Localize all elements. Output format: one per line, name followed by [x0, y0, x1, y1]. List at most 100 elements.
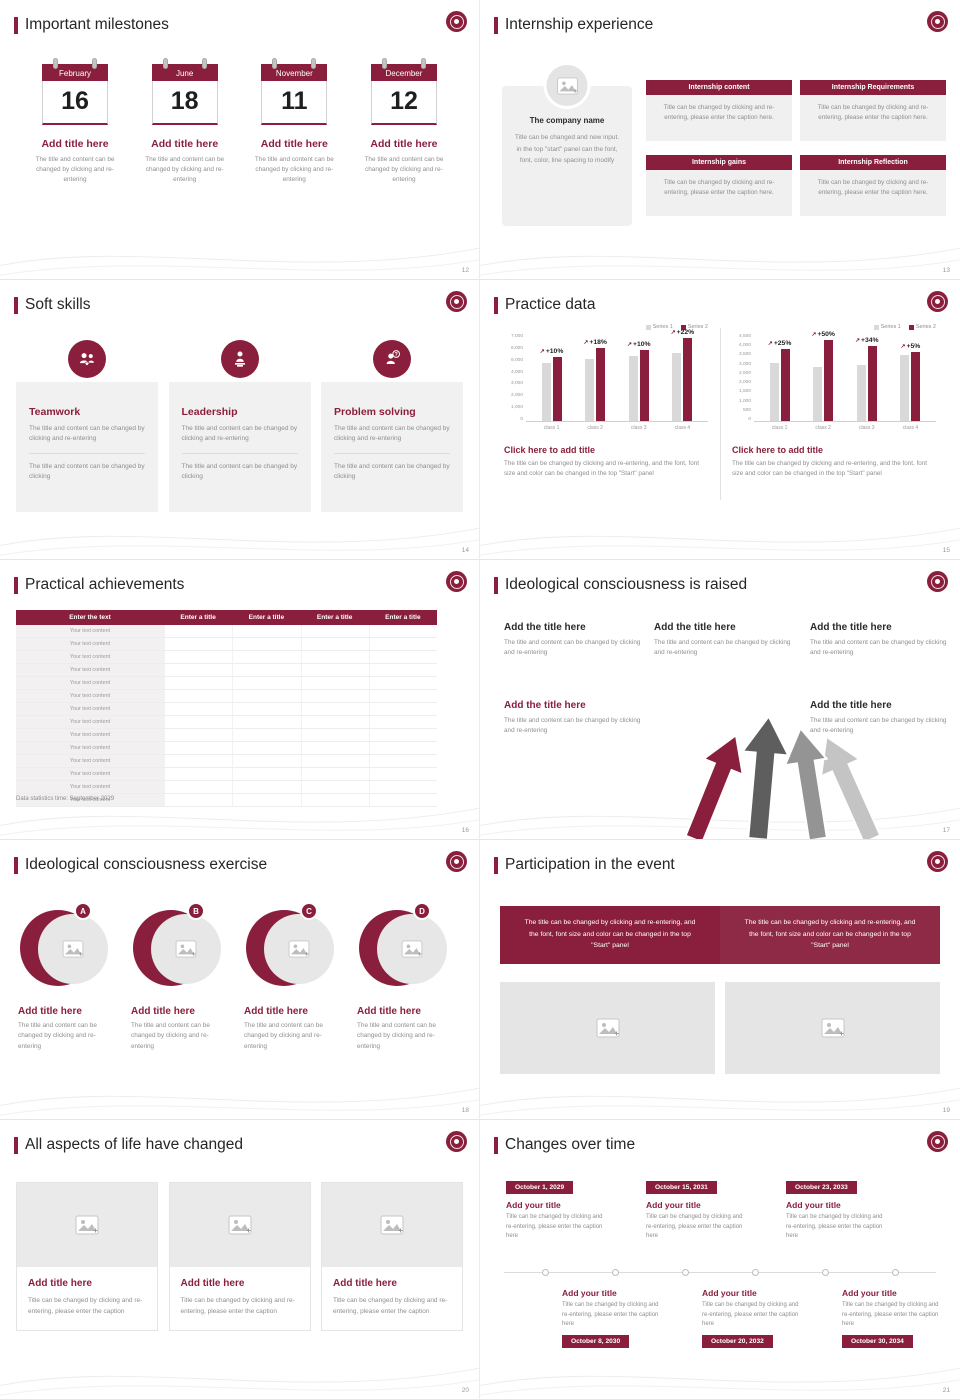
growth-arrow-icon: ↗ [626, 341, 632, 348]
logo-ring [449, 854, 464, 869]
table-cell [368, 781, 437, 794]
card-caption: Title can be changed by clicking and re-… [333, 1297, 448, 1316]
chart-caption: The title can be changed by clicking and… [732, 460, 927, 478]
ring-clip [381, 58, 387, 69]
image-circle[interactable] [264, 914, 334, 984]
photo-placeholder[interactable] [725, 982, 940, 1074]
timeline-event: Add your title Title can be changed by c… [562, 1288, 688, 1348]
calendar-day: 11 [261, 81, 328, 125]
exercise-row: A Add title here The title and content c… [18, 902, 461, 1052]
table-cell [368, 651, 437, 664]
skill-card-leadership: Leadership The title and content can be … [168, 340, 311, 512]
bar-series-2 [824, 339, 834, 421]
date-badge: October 20, 2032 [702, 1334, 773, 1348]
timeline-event: October 15, 2031 Add your title Title ca… [646, 1176, 772, 1242]
growth-label: ↗+22% [670, 328, 695, 336]
wave-decoration [480, 1087, 960, 1116]
calendar-icon: February 16 [42, 58, 108, 125]
chart-plot-area: ↗+10% class 1 ↗+18% class 2 ↗+10% class 3 ↗+22… [526, 329, 708, 431]
table-cell [164, 729, 233, 742]
slide-life-changed[interactable]: All aspects of life have changed Add tit… [0, 1120, 480, 1400]
x-tick-label: class 4 [674, 425, 691, 431]
teamwork-icon [68, 340, 106, 378]
table-cell [300, 755, 369, 768]
logo-ring [449, 574, 464, 589]
table-cell [300, 677, 369, 690]
image-placeholder[interactable] [17, 1183, 157, 1267]
skills-row: Teamwork The title and content can be ch… [16, 340, 463, 512]
table-cell [300, 625, 369, 638]
chart-cta[interactable]: Click here to add title [504, 445, 596, 455]
table-row: Your text content [16, 690, 437, 703]
slide-practical-achievements[interactable]: Practical achievements Enter the text En… [0, 560, 480, 840]
image-circle[interactable] [151, 914, 221, 984]
calendar-month: June [151, 64, 218, 81]
slide-soft-skills[interactable]: Soft skills Teamwork The title and conte… [0, 280, 480, 560]
skill-title: Problem solving [334, 406, 416, 418]
chart-plot: 4,500 4,000 3,500 3,000 2,500 2,000 1,500 1,000… [732, 331, 936, 433]
image-placeholder-icon [62, 940, 84, 958]
logo-ring [449, 14, 464, 29]
block-caption: The title and content can be changed by … [810, 717, 947, 735]
timeline-dot [612, 1269, 619, 1276]
slide-participation[interactable]: Participation in the event The title can… [480, 840, 960, 1120]
image-placeholder-icon [75, 1215, 99, 1235]
growth-label: ↗+25% [767, 339, 792, 347]
table-cell [300, 638, 369, 651]
table-cell [368, 755, 437, 768]
title-accent-bar [14, 856, 18, 874]
table-cell [164, 638, 233, 651]
logo-center-dot [935, 579, 940, 584]
school-logo-icon [446, 571, 467, 592]
table-cell [300, 729, 369, 742]
photo-placeholder[interactable] [500, 982, 715, 1074]
slide-title: Important milestones [25, 16, 169, 33]
calendar-rings [261, 58, 327, 69]
image-circle[interactable] [38, 914, 108, 984]
table-cell [164, 794, 233, 807]
chart-plot-area: ↗+25% class 1 ↗+50% class 2 ↗+34% class 3 ↗+5%… [754, 331, 936, 431]
slide-title: Practice data [505, 296, 596, 313]
item-caption: The title and content can be changed by … [35, 156, 115, 183]
image-placeholder[interactable] [322, 1183, 462, 1267]
slide-header: Ideological consciousness is raised [494, 576, 747, 594]
header-cell: Enter a title [232, 610, 301, 625]
company-photo-circle[interactable] [543, 62, 591, 109]
table-cell [164, 664, 233, 677]
page-number: 21 [942, 1387, 950, 1394]
calendar-rings [42, 58, 108, 69]
bar-series-1 [628, 356, 638, 421]
slide-important-milestones[interactable]: Important milestones February 16 Add tit… [0, 0, 480, 280]
slide-consciousness-raised[interactable]: Ideological consciousness is raised Add … [480, 560, 960, 840]
date-badge: October 8, 2030 [562, 1334, 630, 1348]
item-caption: The title and content can be changed by … [357, 1022, 436, 1050]
header-cell: Enter the text [16, 610, 164, 625]
slide-changes-over-time[interactable]: Changes over time October 1, 2029 Add yo… [480, 1120, 960, 1400]
header-cell: Enter a title [164, 610, 233, 625]
internship-box: Internship Requirements Title can be cha… [800, 80, 946, 141]
wave-decoration [0, 527, 479, 556]
logo-center-dot [454, 579, 459, 584]
bar-group: ↗+18% class 2 [577, 334, 613, 431]
slide-consciousness-exercise[interactable]: Ideological consciousness exercise A Add… [0, 840, 480, 1120]
growth-arrow-icon: ↗ [539, 348, 545, 355]
y-tick-label: 0 [520, 416, 523, 422]
bar-series-1 [900, 355, 910, 421]
image-placeholder-icon [401, 940, 423, 958]
exercise-graphic: A [18, 902, 114, 994]
bar-group: ↗+50% class 2 [805, 331, 841, 431]
y-tick-label: 2,000 [738, 380, 751, 386]
image-circle[interactable] [377, 914, 447, 984]
bar-series-2 [596, 347, 606, 421]
table-cell [232, 625, 301, 638]
slide-internship-experience[interactable]: Internship experience The company name T… [480, 0, 960, 280]
banner-text: The title can be changed by clicking and… [720, 906, 940, 964]
bar-group: ↗+10% class 3 [621, 334, 657, 431]
calendar-day: 18 [151, 81, 218, 125]
image-placeholder[interactable] [169, 1183, 310, 1267]
table-cell [300, 651, 369, 664]
table-body: Your text content Your text content Your… [16, 625, 437, 807]
chart-cta[interactable]: Click here to add title [732, 445, 824, 455]
row-label: Your text content [16, 664, 164, 677]
slide-practice-data[interactable]: Practice data Series 1 Series 2 7,000 6,000… [480, 280, 960, 560]
